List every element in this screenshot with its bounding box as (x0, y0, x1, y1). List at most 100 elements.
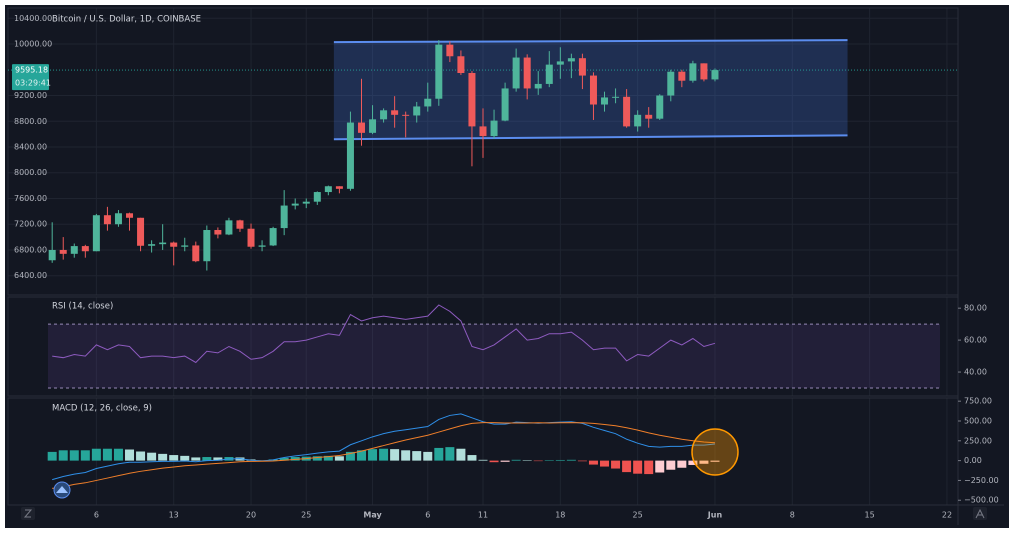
y-tick-label: 6400.00 (14, 271, 47, 280)
candle-body (126, 213, 134, 218)
alert-icon-glyph (56, 486, 68, 493)
histogram-bar (633, 460, 643, 474)
histogram-bar (423, 451, 433, 461)
histogram-bar (600, 460, 610, 467)
macd-line (52, 422, 716, 489)
y-tick-label: 8400.00 (14, 142, 47, 151)
histogram-bar (80, 450, 90, 461)
countdown-label: 03:29:41 (15, 79, 51, 88)
candle-body (468, 72, 476, 127)
candle-body (446, 44, 454, 57)
histogram-bar (279, 457, 289, 461)
candle-body (48, 249, 56, 261)
candle-body (148, 244, 156, 246)
candle-body (391, 110, 399, 115)
candle-body (203, 230, 211, 262)
candle-body (413, 106, 421, 116)
y-tick-label: 80.00 (964, 304, 987, 313)
x-tick-label: 20 (246, 511, 256, 520)
histogram-bar (577, 460, 587, 462)
y-tick-label: 10400.00 (14, 14, 52, 23)
candle-body (711, 70, 719, 80)
histogram-bar (290, 457, 300, 461)
histogram-bar (511, 459, 521, 461)
candle-body (634, 114, 642, 127)
histogram-bar (500, 460, 510, 462)
candle-body (258, 245, 266, 247)
candle-body (335, 186, 343, 189)
candle-body (589, 75, 597, 105)
histogram-bar (666, 460, 676, 470)
histogram-bar (147, 452, 157, 461)
x-tick-label: May (363, 511, 382, 520)
auto-scale-glyph (975, 508, 985, 519)
histogram-bar (390, 449, 400, 461)
candle-body (214, 230, 222, 235)
y-tick-label: 250.00 (964, 436, 992, 445)
x-tick-label: 25 (301, 511, 311, 520)
y-tick-label: 10000.00 (14, 40, 52, 49)
histogram-bar (368, 449, 378, 461)
rsi-title: RSI (14, close) (52, 302, 113, 312)
candle-body (490, 120, 498, 137)
y-tick-label: 7200.00 (14, 220, 47, 229)
histogram-bar (334, 456, 344, 461)
candle-body (59, 249, 67, 254)
histogram-bar (69, 450, 79, 461)
candle-body (578, 58, 586, 76)
candle-body (357, 122, 365, 133)
candle-body (424, 98, 432, 107)
histogram-bar (611, 460, 621, 469)
x-tick-label: 8 (790, 511, 795, 520)
candle-body (656, 95, 664, 119)
macd-line (52, 413, 716, 481)
histogram-bar (125, 449, 135, 461)
histogram-bar (445, 447, 455, 461)
candle-body (103, 215, 111, 225)
channel-line (333, 134, 848, 141)
candle-body (369, 119, 377, 133)
histogram-bar (91, 448, 101, 461)
candle-body (601, 97, 609, 105)
histogram-bar (644, 460, 654, 475)
rsi-line (52, 304, 716, 364)
candle-body (114, 213, 122, 225)
x-tick-label: 22 (942, 511, 952, 520)
y-tick-label: 8800.00 (14, 117, 47, 126)
x-tick-label: 6 (425, 511, 430, 520)
histogram-bar (588, 460, 598, 465)
candle-body (501, 88, 509, 121)
candle-body (534, 83, 542, 89)
candle-body (302, 201, 310, 204)
histogram-bar (102, 448, 112, 461)
x-tick-label: 13 (169, 511, 179, 520)
histogram-bar (555, 459, 565, 461)
histogram-bar (522, 460, 532, 461)
y-tick-label: 750.00 (964, 397, 992, 406)
candle-body (236, 220, 244, 229)
histogram-bar (544, 460, 554, 461)
y-tick-label: 0.00 (964, 456, 982, 465)
x-tick-label: 25 (633, 511, 643, 520)
y-tick-label: 8000.00 (14, 168, 47, 177)
candle-body (678, 71, 686, 81)
macd-title: MACD (12, 26, close, 9) (52, 404, 152, 414)
histogram-bar (113, 448, 123, 461)
x-tick-label: 11 (478, 511, 488, 520)
histogram-bar (401, 450, 411, 461)
y-tick-label: 60.00 (964, 336, 987, 345)
y-tick-label: 7600.00 (14, 194, 47, 203)
candle-body (181, 245, 189, 247)
histogram-bar (180, 455, 190, 461)
candle-body (435, 44, 443, 99)
histogram-bar (158, 453, 168, 461)
x-tick-label: 18 (555, 511, 565, 520)
x-tick-label: 6 (94, 511, 99, 520)
grid (8, 8, 958, 505)
histogram-bar (58, 450, 68, 461)
candle-body (380, 110, 388, 120)
candle-body (667, 71, 675, 96)
histogram-bar (688, 460, 698, 465)
candle-body (70, 246, 78, 254)
histogram-bar (699, 460, 709, 464)
